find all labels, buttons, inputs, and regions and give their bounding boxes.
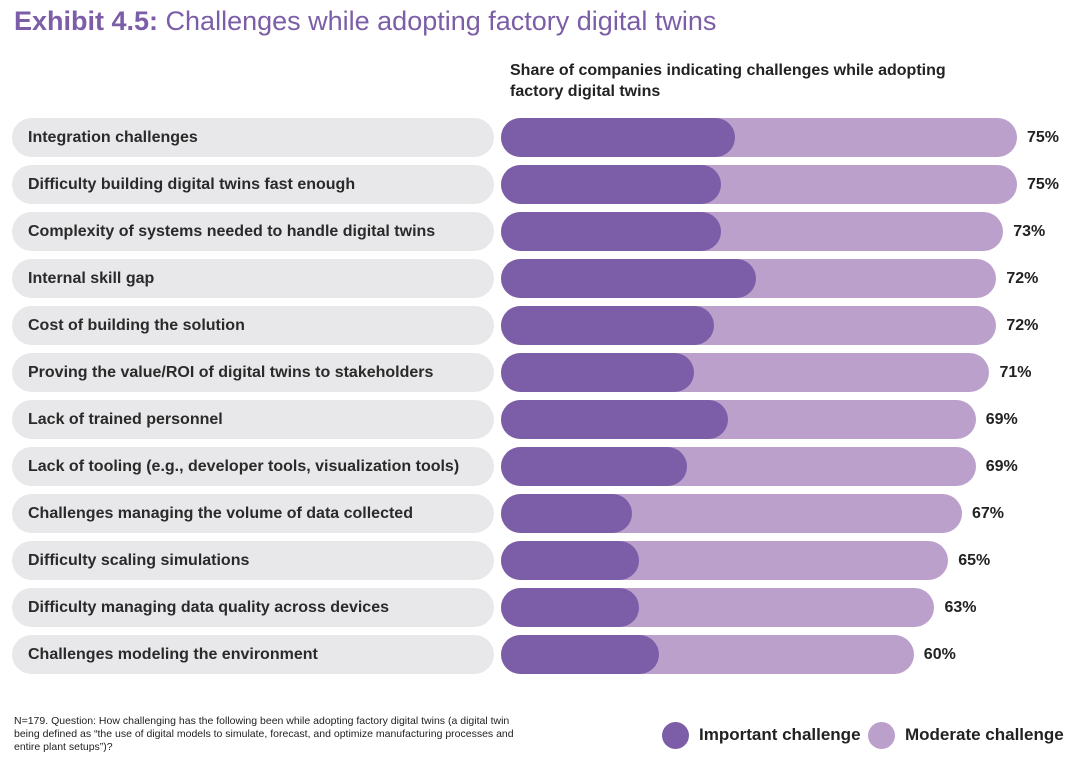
category-label: Proving the value/ROI of digital twins t… bbox=[28, 364, 434, 381]
title-exhibit-number: Exhibit 4.5: bbox=[14, 6, 159, 36]
bar-important-challenge bbox=[501, 494, 632, 533]
bar-important-challenge bbox=[501, 447, 687, 486]
bar-important-challenge bbox=[501, 541, 639, 580]
category-label: Integration challenges bbox=[28, 129, 198, 146]
bar-row: Difficulty building digital twins fast e… bbox=[0, 165, 1080, 204]
bar-row: Lack of trained personnel 69% bbox=[0, 400, 1080, 439]
value-label: 75% bbox=[1027, 176, 1060, 193]
category-label: Complexity of systems needed to handle d… bbox=[28, 223, 436, 240]
value-label: 65% bbox=[958, 552, 991, 569]
bar-row: Lack of tooling (e.g., developer tools, … bbox=[0, 447, 1080, 486]
bar-important-challenge bbox=[501, 259, 756, 298]
legend-important: Important challenge bbox=[662, 720, 861, 750]
category-label: Lack of tooling (e.g., developer tools, … bbox=[28, 458, 460, 475]
category-pill: Integration challenges bbox=[12, 118, 494, 157]
category-label: Cost of building the solution bbox=[28, 317, 245, 334]
category-pill: Difficulty managing data quality across … bbox=[12, 588, 494, 627]
category-pill: Complexity of systems needed to handle d… bbox=[12, 212, 494, 251]
legend-label-moderate: Moderate challenge bbox=[905, 725, 1064, 744]
value-label: 69% bbox=[985, 411, 1018, 428]
bar-important-challenge bbox=[501, 588, 639, 627]
category-label: Challenges managing the volume of data c… bbox=[28, 505, 413, 522]
legend-moderate: Moderate challenge bbox=[868, 720, 1064, 750]
value-label: 69% bbox=[985, 458, 1018, 475]
bar-row: Complexity of systems needed to handle d… bbox=[0, 212, 1080, 251]
chart-subtitle: Share of companies indicating challenges… bbox=[510, 62, 946, 100]
bar-important-challenge bbox=[501, 212, 722, 251]
value-label: 67% bbox=[971, 505, 1004, 522]
category-pill: Proving the value/ROI of digital twins t… bbox=[12, 353, 494, 392]
category-pill: Challenges modeling the environment bbox=[12, 635, 494, 674]
bar-important-challenge bbox=[501, 118, 735, 157]
category-pill: Cost of building the solution bbox=[12, 306, 494, 345]
bar-row: Difficulty scaling simulations 65% bbox=[0, 541, 1080, 580]
chart-title: Exhibit 4.5: Challenges while adopting f… bbox=[14, 6, 716, 37]
bar-important-challenge bbox=[501, 635, 660, 674]
value-label: 72% bbox=[1006, 317, 1039, 334]
value-label: 72% bbox=[1006, 270, 1039, 287]
bar-row: Integration challenges 75% bbox=[0, 118, 1080, 157]
category-pill: Difficulty building digital twins fast e… bbox=[12, 165, 494, 204]
bar-row: Difficulty managing data quality across … bbox=[0, 588, 1080, 627]
footnote: N=179. Question: How challenging has the… bbox=[14, 715, 514, 753]
bar-important-challenge bbox=[501, 165, 722, 204]
category-pill: Challenges managing the volume of data c… bbox=[12, 494, 494, 533]
bar-important-challenge bbox=[501, 306, 715, 345]
category-label: Difficulty managing data quality across … bbox=[28, 599, 389, 616]
category-label: Internal skill gap bbox=[28, 270, 155, 287]
legend-swatch-important bbox=[662, 721, 689, 749]
legend-swatch-moderate bbox=[868, 721, 895, 749]
category-label: Lack of trained personnel bbox=[28, 411, 223, 428]
bar-row: Challenges managing the volume of data c… bbox=[0, 494, 1080, 533]
bar-row: Proving the value/ROI of digital twins t… bbox=[0, 353, 1080, 392]
category-label: Difficulty scaling simulations bbox=[28, 552, 250, 569]
category-label: Difficulty building digital twins fast e… bbox=[28, 176, 356, 193]
bar-row: Internal skill gap 72% bbox=[0, 259, 1080, 298]
value-label: 75% bbox=[1027, 129, 1060, 146]
category-pill: Lack of tooling (e.g., developer tools, … bbox=[12, 447, 494, 486]
bar-row: Cost of building the solution 72% bbox=[0, 306, 1080, 345]
category-label: Challenges modeling the environment bbox=[28, 646, 318, 663]
value-label: 63% bbox=[944, 599, 977, 616]
title-text: Challenges while adopting factory digita… bbox=[165, 6, 717, 36]
value-label: 73% bbox=[1013, 223, 1046, 240]
legend-label-important: Important challenge bbox=[699, 725, 861, 744]
category-pill: Difficulty scaling simulations bbox=[12, 541, 494, 580]
category-pill: Internal skill gap bbox=[12, 259, 494, 298]
category-pill: Lack of trained personnel bbox=[12, 400, 494, 439]
bar-important-challenge bbox=[501, 353, 694, 392]
bar-important-challenge bbox=[501, 400, 729, 439]
value-label: 71% bbox=[999, 364, 1032, 381]
value-label: 60% bbox=[923, 646, 956, 663]
bar-row: Challenges modeling the environment 60% bbox=[0, 635, 1080, 674]
